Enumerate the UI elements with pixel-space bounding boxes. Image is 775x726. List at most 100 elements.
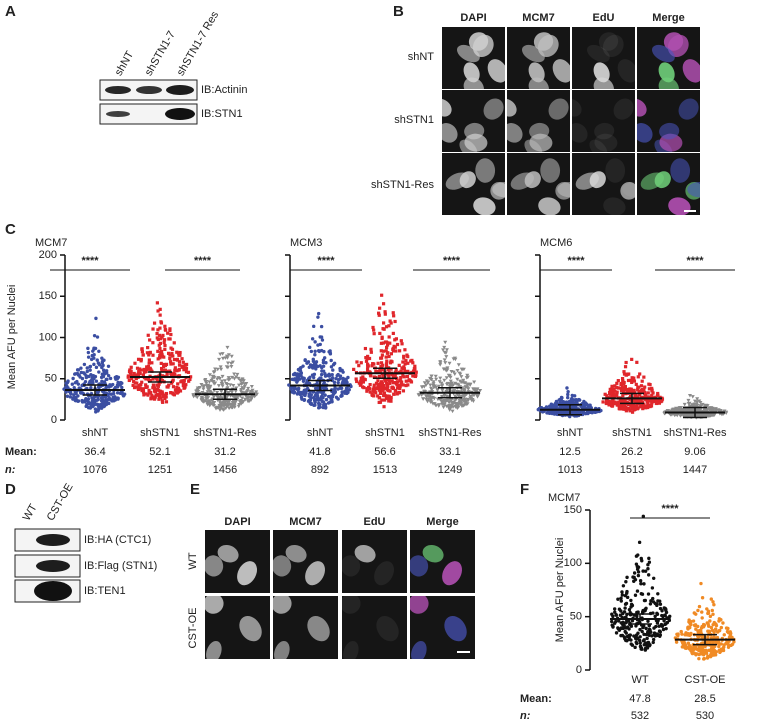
lane-label: shSTN1-7 Res: [175, 9, 222, 78]
dot: [95, 366, 98, 369]
dot: [380, 294, 383, 297]
dot: [394, 320, 397, 323]
y-tick-label: 100: [39, 331, 57, 343]
dot: [399, 376, 402, 379]
dot: [392, 332, 395, 335]
band: [136, 86, 162, 94]
dot: [366, 367, 369, 370]
dot: [695, 652, 698, 655]
dot: [647, 573, 650, 576]
dot: [731, 643, 734, 646]
dot: [174, 366, 177, 369]
y-axis-label: Mean AFU per Nuclei: [554, 538, 566, 643]
dot: [638, 541, 641, 544]
dot: [652, 638, 655, 641]
dot: [387, 389, 390, 392]
dot: [293, 373, 296, 376]
dot: [637, 375, 640, 378]
dot: [327, 401, 330, 404]
dot: [611, 625, 614, 628]
dot: [684, 646, 687, 649]
dot: [184, 364, 187, 367]
significance-label: ****: [81, 255, 99, 267]
n-value: 530: [696, 710, 714, 722]
dot: [141, 347, 144, 350]
dot: [160, 321, 163, 324]
dot: [647, 557, 650, 560]
micrograph: [202, 530, 270, 593]
y-tick-label: 200: [39, 249, 57, 261]
dot: [301, 376, 304, 379]
dot: [177, 369, 180, 372]
dot: [320, 369, 323, 372]
dot: [615, 394, 618, 397]
dot: [156, 388, 159, 391]
lane-label: CST-OE: [45, 481, 76, 522]
dot: [717, 619, 720, 622]
dot: [408, 379, 411, 382]
category-label: shSTN1-Res: [194, 427, 257, 439]
dot: [630, 381, 633, 384]
category-label: shNT: [557, 427, 584, 439]
dot: [392, 381, 395, 384]
dot: [710, 597, 713, 600]
dot: [64, 382, 67, 385]
dot: [410, 359, 413, 362]
dot: [548, 405, 551, 408]
dot: [366, 364, 369, 367]
dot: [712, 631, 715, 634]
y-tick-label: 100: [564, 557, 582, 569]
dot: [95, 380, 98, 383]
dot: [160, 335, 163, 338]
dot: [376, 362, 379, 365]
dot: [323, 372, 326, 375]
micrograph: [625, 90, 703, 161]
dot: [475, 395, 479, 399]
dot: [652, 600, 655, 603]
dot: [303, 359, 306, 362]
dot: [623, 404, 626, 407]
dot: [621, 380, 624, 383]
dot: [385, 355, 388, 358]
dot: [331, 373, 334, 376]
dot: [297, 368, 300, 371]
dot: [172, 385, 175, 388]
dot: [396, 343, 399, 346]
dot: [620, 590, 623, 593]
dot: [317, 312, 320, 315]
dot: [390, 321, 393, 324]
dot: [694, 628, 697, 631]
dot: [371, 393, 374, 396]
dot: [413, 365, 416, 368]
dot: [93, 334, 96, 337]
n-value: 1456: [213, 464, 237, 476]
dot: [624, 580, 627, 583]
dot: [392, 314, 395, 317]
dot: [171, 354, 174, 357]
dot: [628, 409, 631, 412]
dot: [634, 636, 637, 639]
dot: [151, 327, 154, 330]
row-label: CST-OE: [187, 608, 199, 649]
dot: [537, 408, 540, 411]
dot: [628, 387, 631, 390]
dot: [390, 352, 393, 355]
y-tick-label: 150: [564, 504, 582, 516]
dot: [76, 368, 79, 371]
dot: [167, 384, 170, 387]
dot: [394, 389, 397, 392]
swarm-texture: [127, 301, 193, 404]
dot: [365, 390, 368, 393]
band: [165, 108, 195, 120]
category-label: shSTN1: [612, 427, 652, 439]
dot: [330, 400, 333, 403]
dot: [163, 344, 166, 347]
panel-letter: F: [520, 481, 529, 498]
y-tick-label: 50: [45, 373, 57, 385]
dot: [702, 650, 705, 653]
dot: [619, 596, 622, 599]
micrograph: [495, 90, 573, 161]
dot: [116, 391, 119, 394]
dot: [621, 593, 624, 596]
